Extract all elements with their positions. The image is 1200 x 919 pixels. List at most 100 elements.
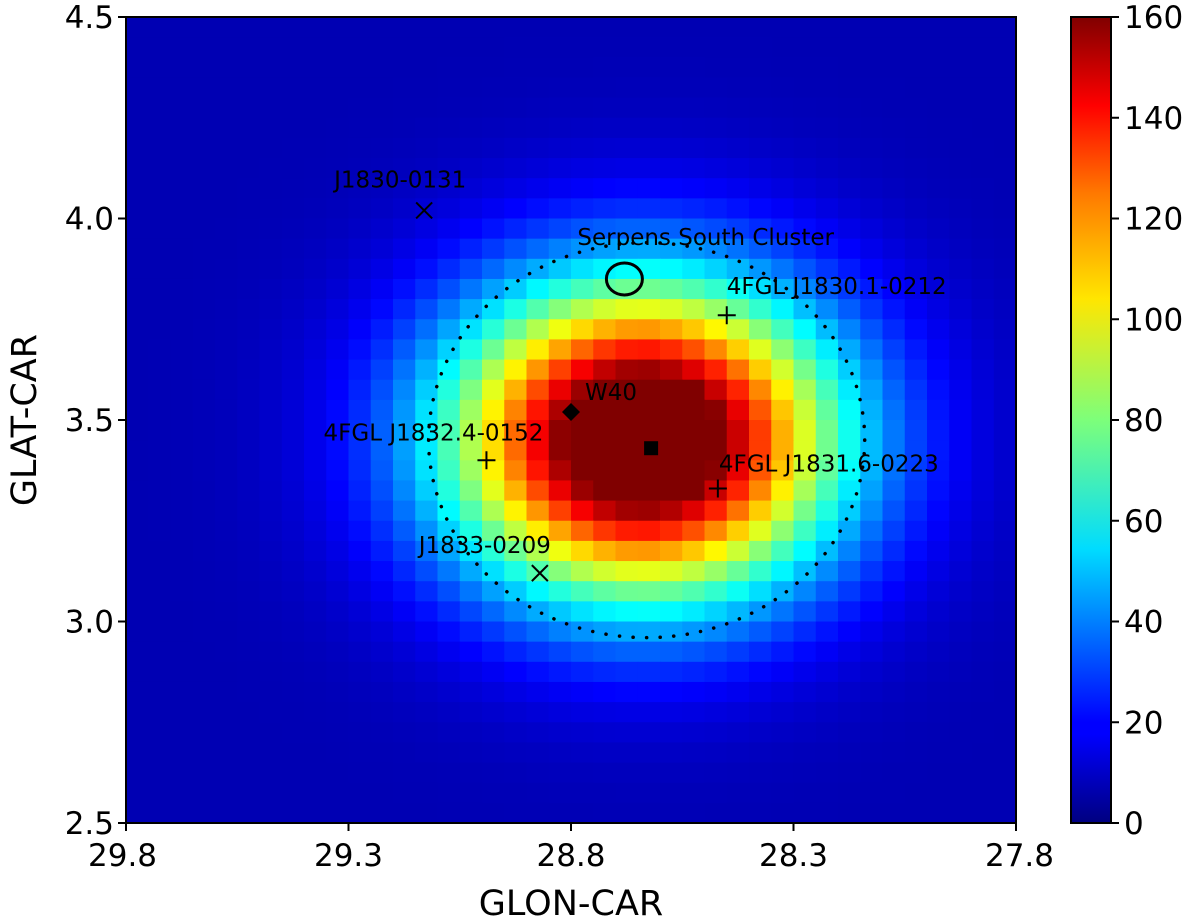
heatmap-cell: [304, 399, 327, 421]
heatmap-cell: [771, 520, 795, 542]
heatmap-cell: [615, 561, 639, 582]
heatmap-cell: [771, 339, 795, 361]
marker-label: J1833-0209: [417, 533, 551, 559]
heatmap-cell: [304, 661, 327, 683]
heatmap-cell: [192, 238, 216, 260]
heatmap-cell: [370, 742, 394, 764]
heatmap-cell: [815, 460, 839, 482]
heatmap-cell: [326, 722, 350, 743]
heatmap-cell: [170, 198, 194, 220]
heatmap-cell: [348, 480, 372, 502]
heatmap-cell: [704, 359, 728, 381]
heatmap-cell: [838, 198, 861, 220]
heatmap-cell: [126, 37, 149, 58]
heatmap-cell: [660, 520, 683, 542]
heatmap-cell: [326, 117, 350, 139]
heatmap-cell: [126, 117, 149, 139]
heatmap-cell: [660, 762, 683, 784]
heatmap-cell: [259, 581, 283, 602]
heatmap-cell: [526, 77, 550, 99]
heatmap-cell: [993, 137, 1016, 159]
heatmap-cell: [548, 782, 572, 804]
heatmap-cell: [281, 319, 305, 340]
heatmap-cell: [170, 661, 194, 683]
heatmap-cell: [415, 359, 439, 381]
heatmap-cell: [304, 641, 327, 663]
heatmap-cell: [637, 117, 661, 139]
heatmap-cell: [682, 17, 706, 38]
heatmap-cell: [326, 702, 350, 723]
heatmap-cell: [237, 97, 261, 119]
heatmap-cell: [393, 37, 416, 58]
heatmap-cell: [749, 37, 772, 58]
heatmap-cell: [192, 540, 216, 562]
heatmap-cell: [459, 802, 483, 823]
heatmap-cell: [393, 440, 416, 461]
heatmap-cell: [637, 218, 661, 240]
heatmap-cell: [437, 339, 461, 361]
heatmap-cell: [949, 339, 973, 361]
heatmap-cell: [815, 641, 839, 663]
heatmap-cell: [838, 178, 861, 199]
heatmap-cell: [370, 520, 394, 542]
square-icon: [644, 441, 659, 456]
heatmap-cell: [415, 57, 439, 79]
heatmap-cell: [949, 561, 973, 582]
heatmap-cell: [682, 561, 706, 582]
heatmap-cell: [259, 762, 283, 784]
heatmap-cell: [593, 681, 617, 703]
heatmap-cell: [971, 420, 995, 441]
heatmap-cell: [326, 258, 350, 280]
heatmap-cell: [170, 641, 194, 663]
heatmap-cell: [148, 198, 172, 220]
heatmap-cell: [304, 339, 327, 361]
y-tick-label: 2.5: [65, 806, 114, 842]
heatmap-cell: [571, 702, 594, 723]
heatmap-cell: [526, 339, 550, 361]
heatmap-cell: [726, 500, 750, 522]
heatmap-cell: [415, 621, 439, 643]
heatmap-cell: [393, 702, 416, 723]
heatmap-cell: [548, 178, 572, 199]
heatmap-cell: [548, 339, 572, 361]
heatmap-cell: [459, 37, 483, 58]
heatmap-cell: [615, 379, 639, 401]
heatmap-cell: [215, 319, 238, 340]
heatmap-cell: [192, 480, 216, 502]
heatmap-cell: [126, 581, 149, 602]
heatmap-cell: [704, 37, 728, 58]
heatmap-cell: [749, 299, 772, 320]
heatmap-cell: [637, 57, 661, 79]
heatmap-cell: [571, 97, 594, 119]
heatmap-cell: [170, 218, 194, 240]
heatmap-cell: [370, 500, 394, 522]
heatmap-cell: [615, 278, 639, 300]
heatmap-cell: [370, 178, 394, 199]
heatmap-cell: [504, 37, 528, 58]
heatmap-cell: [726, 339, 750, 361]
heatmap-cell: [482, 460, 505, 482]
heatmap-cell: [126, 77, 149, 99]
heatmap-cell: [637, 37, 661, 58]
heatmap-cell: [370, 681, 394, 703]
heatmap-cell: [170, 500, 194, 522]
heatmap-cell: [326, 299, 350, 320]
heatmap-cell: [971, 681, 995, 703]
heatmap-cell: [281, 238, 305, 260]
heatmap-cell: [259, 440, 283, 461]
heatmap-cell: [882, 399, 906, 421]
heatmap-cell: [170, 399, 194, 421]
heatmap-cell: [993, 17, 1016, 38]
heatmap-cell: [370, 359, 394, 381]
heatmap-cell: [170, 379, 194, 401]
heatmap-cell: [326, 420, 350, 441]
heatmap-cell: [548, 278, 572, 300]
heatmap-cell: [148, 158, 172, 179]
heatmap-cell: [259, 379, 283, 401]
heatmap-cell: [148, 520, 172, 542]
heatmap-cell: [704, 742, 728, 764]
heatmap-cell: [660, 37, 683, 58]
heatmap-cell: [949, 359, 973, 381]
heatmap-cell: [593, 420, 617, 441]
heatmap-cell: [927, 540, 950, 562]
